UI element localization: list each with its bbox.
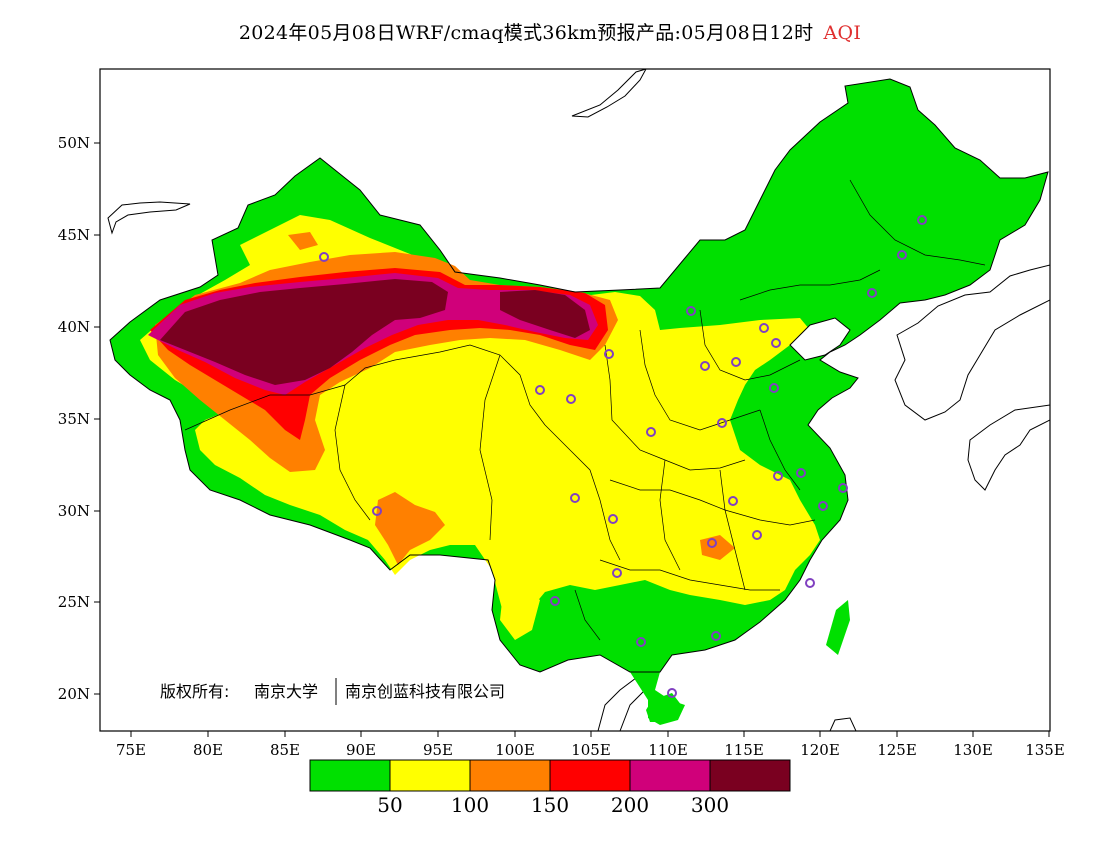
credit-prefix: 版权所有:	[160, 682, 229, 701]
colorbar-swatch	[309, 759, 391, 792]
city-marker	[867, 288, 877, 298]
russia-coast	[571, 69, 647, 118]
colorbar-swatch	[629, 759, 711, 792]
city-marker	[319, 252, 329, 262]
lat-tick-label: 40N	[58, 318, 90, 336]
city-marker	[667, 688, 677, 698]
city-markers	[319, 215, 927, 698]
colorbar-label: 100	[451, 793, 489, 817]
city-marker	[608, 514, 618, 524]
hainan-green	[646, 693, 682, 722]
lat-tick-label: 20N	[58, 685, 90, 703]
colorbar-label: 50	[377, 793, 402, 817]
lat-tick-label: 25N	[58, 593, 90, 611]
lon-tick-label: 115E	[724, 741, 764, 759]
lake-balkhash	[107, 201, 191, 235]
colorbar-swatch	[709, 759, 791, 792]
province-boundaries	[184, 179, 986, 641]
lat-tick-label: 50N	[58, 134, 90, 152]
lon-tick-label: 105E	[571, 741, 611, 759]
city-marker	[771, 338, 781, 348]
city-marker	[759, 323, 769, 333]
lon-tick-label: 90E	[346, 741, 376, 759]
city-marker	[686, 306, 696, 316]
city-marker	[805, 578, 815, 588]
lon-tick-label: 120E	[800, 741, 840, 759]
title-main: 2024年05月08日WRF/cmaq模式36km预报产品:05月08日12时	[238, 22, 814, 44]
lon-tick-label: 95E	[423, 741, 453, 759]
city-marker	[646, 427, 656, 437]
korea-japan-coast	[894, 264, 1050, 421]
lon-tick-label: 110E	[648, 741, 688, 759]
title-variable: AQI	[823, 22, 862, 44]
city-marker	[773, 471, 783, 481]
taiwan-green	[826, 600, 850, 655]
colorbar-label: 300	[691, 793, 729, 817]
maroon-patch-east	[500, 290, 590, 338]
lat-tick-label: 45N	[58, 226, 90, 244]
map-frame	[99, 68, 1051, 732]
credit-org1: 南京大学	[254, 682, 318, 701]
city-marker	[752, 530, 762, 540]
city-marker	[717, 418, 727, 428]
city-marker	[535, 385, 545, 395]
colorbar-swatch	[549, 759, 631, 792]
lon-tick-label: 130E	[953, 741, 993, 759]
colorbar-label: 150	[531, 793, 569, 817]
credit-org2: 南京创蓝科技有限公司	[345, 682, 505, 701]
lon-tick-label: 100E	[495, 741, 535, 759]
lat-axis	[94, 142, 100, 695]
map-title: 2024年05月08日WRF/cmaq模式36km预报产品:05月08日12时 A…	[0, 18, 1100, 45]
city-marker	[550, 596, 560, 606]
city-marker	[570, 493, 580, 503]
japan-coast	[967, 404, 1050, 491]
city-marker	[604, 349, 614, 359]
lat-tick-label: 30N	[58, 502, 90, 520]
city-marker	[711, 631, 721, 641]
luzon-coast	[829, 717, 857, 731]
colorbar-swatch	[469, 759, 551, 792]
colorbar-label: 200	[611, 793, 649, 817]
city-marker	[917, 215, 927, 225]
lat-tick-label: 35N	[58, 410, 90, 428]
city-marker	[818, 501, 828, 511]
copyright-credit: 版权所有: 南京大学 南京创蓝科技有限公司	[160, 678, 505, 705]
city-marker	[838, 483, 848, 493]
orange-patch-tibet	[375, 492, 445, 565]
city-marker	[372, 506, 382, 516]
aqi-maroon-region	[160, 279, 448, 385]
lon-tick-label: 80E	[193, 741, 223, 759]
lon-axis	[130, 731, 1050, 737]
city-marker	[612, 568, 622, 578]
colorbar-swatch	[389, 759, 471, 792]
colorbar-labels: 50 100 150 200 300	[377, 793, 729, 817]
yellow-patch-west	[500, 585, 540, 640]
city-marker	[769, 383, 779, 393]
city-marker	[897, 250, 907, 260]
lon-tick-label: 75E	[116, 741, 146, 759]
lon-labels: 75E 80E 85E 90E 95E 100E 105E 110E 115E …	[116, 741, 1065, 759]
city-marker	[796, 468, 806, 478]
city-marker	[700, 361, 710, 371]
bohai-sea	[789, 317, 851, 361]
city-marker	[707, 538, 717, 548]
lon-tick-label: 135E	[1025, 741, 1065, 759]
lon-tick-label: 85E	[270, 741, 300, 759]
china-outline	[109, 78, 1049, 673]
orange-patch-north-xj	[288, 232, 318, 250]
city-marker	[731, 357, 741, 367]
colorbar	[309, 759, 791, 792]
city-marker	[566, 394, 576, 404]
lon-tick-label: 125E	[877, 741, 917, 759]
city-marker	[636, 637, 646, 647]
map-content	[107, 69, 1050, 731]
city-marker	[728, 496, 738, 506]
lat-labels: 50N 45N 40N 35N 30N 25N 20N	[58, 134, 90, 703]
